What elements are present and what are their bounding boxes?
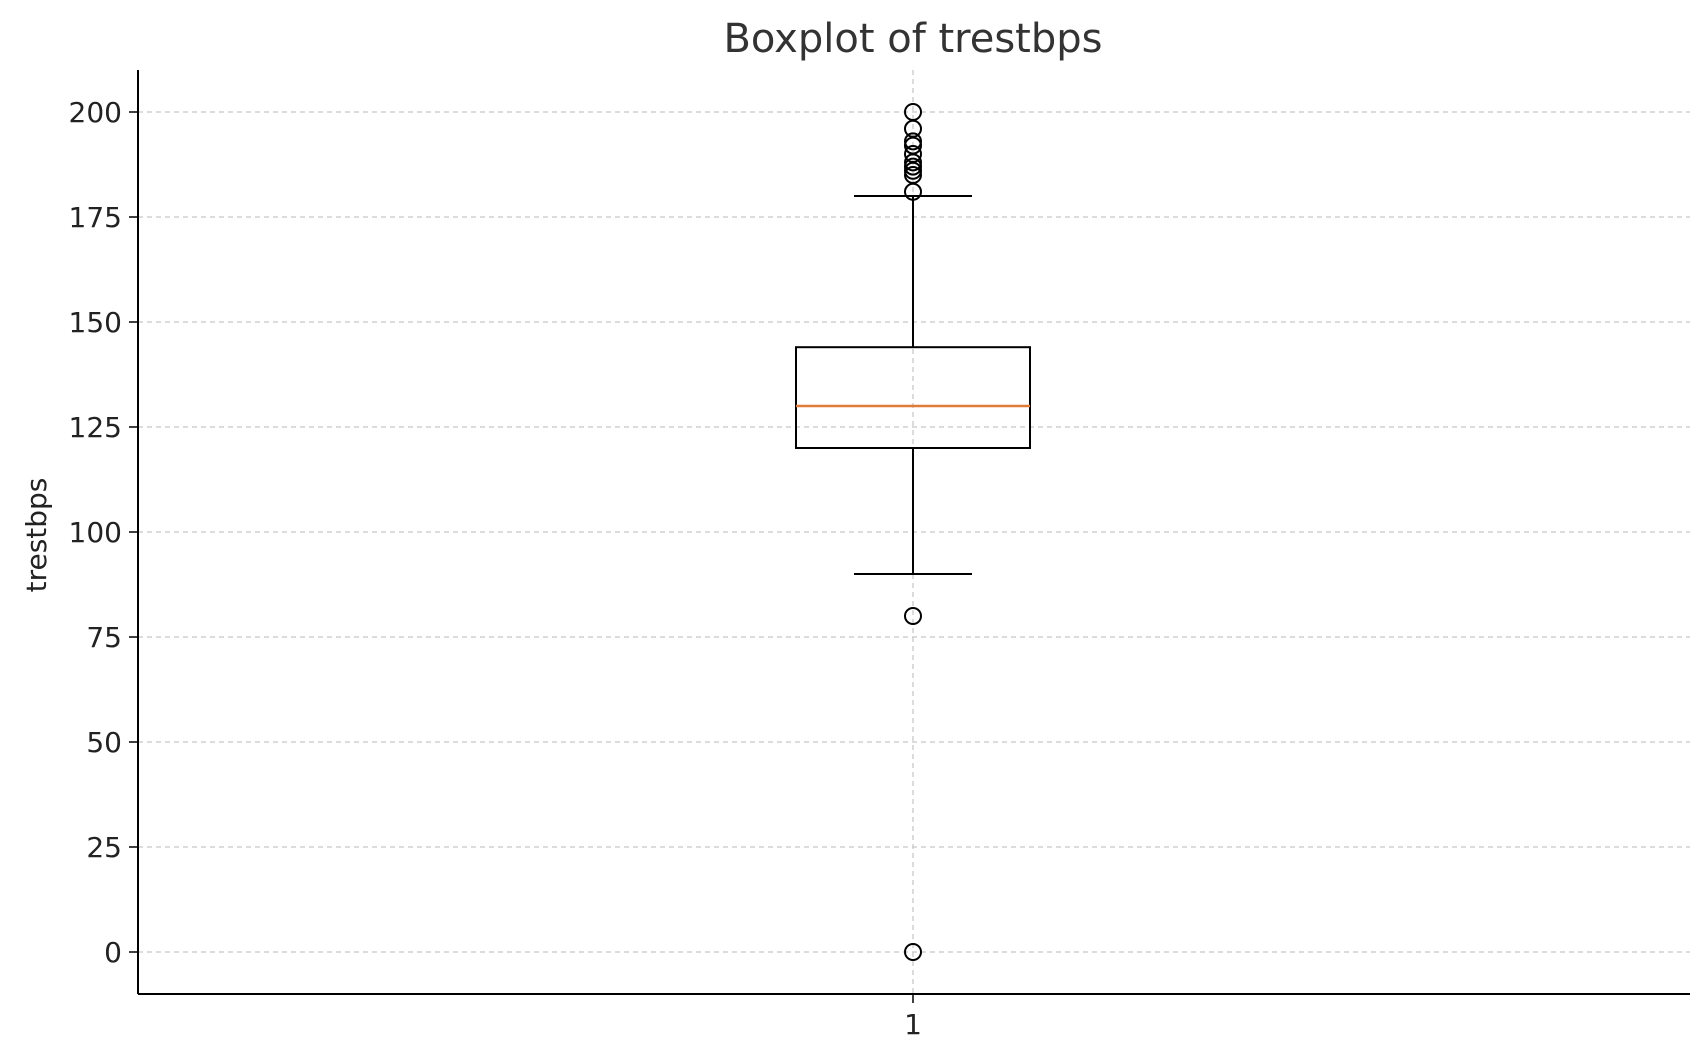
- outlier-point: [904, 157, 922, 176]
- outlier-point: [904, 103, 922, 121]
- y-tick-label-175: 175: [69, 201, 122, 234]
- y-axis-ticks: 0 25 50 75 100 125 150 175 200: [69, 96, 138, 969]
- outlier-point: [904, 607, 922, 625]
- y-tick-label-50: 50: [86, 726, 122, 759]
- y-axis-label: trestbps: [20, 478, 53, 593]
- x-tick-label-1: 1: [904, 1008, 922, 1041]
- x-axis-ticks: 1: [904, 994, 922, 1041]
- outlier-point: [904, 132, 922, 151]
- y-tick-label-125: 125: [69, 411, 122, 444]
- y-tick-label-100: 100: [69, 516, 122, 549]
- y-tick-label-200: 200: [69, 96, 122, 129]
- iqr-box: [795, 346, 1031, 450]
- y-tick-label-150: 150: [69, 306, 122, 339]
- y-tick-label-0: 0: [104, 936, 122, 969]
- outlier-point: [904, 166, 922, 184]
- y-tick-label-25: 25: [86, 831, 122, 864]
- outlier-point: [904, 145, 922, 163]
- chart-title: Boxplot of trestbps: [723, 16, 1102, 62]
- plot-area: [795, 103, 1031, 961]
- outlier-point: [904, 943, 922, 961]
- y-tick-label-75: 75: [86, 621, 122, 654]
